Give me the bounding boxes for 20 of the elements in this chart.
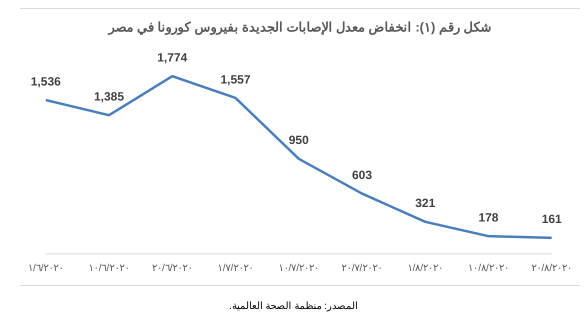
data-label: 161 — [542, 212, 562, 226]
chart-title: شكل رقم (١): انخفاض معدل الإصابات الجديدة بفيروس كورونا في مصر — [107, 19, 492, 36]
x-tick-label: ١/٧/٢٠٢٠ — [218, 262, 254, 274]
data-label: 1,557 — [220, 72, 251, 86]
x-tick-label: ٢٠/٦/٢٠٢٠ — [152, 262, 193, 274]
data-label: 950 — [288, 133, 310, 148]
x-tick-label: ١٠/٦/٢٠٢٠ — [88, 262, 130, 274]
x-tick-label: ٢٠/٧/٢٠٢٠ — [342, 262, 382, 274]
data-label: 1,536 — [30, 74, 62, 88]
data-label: 321 — [415, 196, 436, 210]
data-label: 1,385 — [94, 90, 124, 104]
x-tick-label: ١٠/٨/٢٠٢٠ — [468, 262, 509, 274]
text: المصدر: منظمة الصحة العالمية. — [228, 300, 359, 312]
data-label: 1,774 — [157, 50, 188, 65]
x-tick-label: ١٠/٧/٢٠٢٠ — [278, 262, 320, 274]
data-label: 603 — [352, 168, 372, 182]
data-label: 178 — [478, 210, 499, 224]
x-tick-label: ٢٠/٨/٢٠٢٠ — [531, 262, 572, 274]
x-tick-label: ١/٨/٢٠٢٠ — [407, 262, 444, 274]
x-tick-label: ١/٦/٢٠٢٠ — [28, 262, 64, 274]
